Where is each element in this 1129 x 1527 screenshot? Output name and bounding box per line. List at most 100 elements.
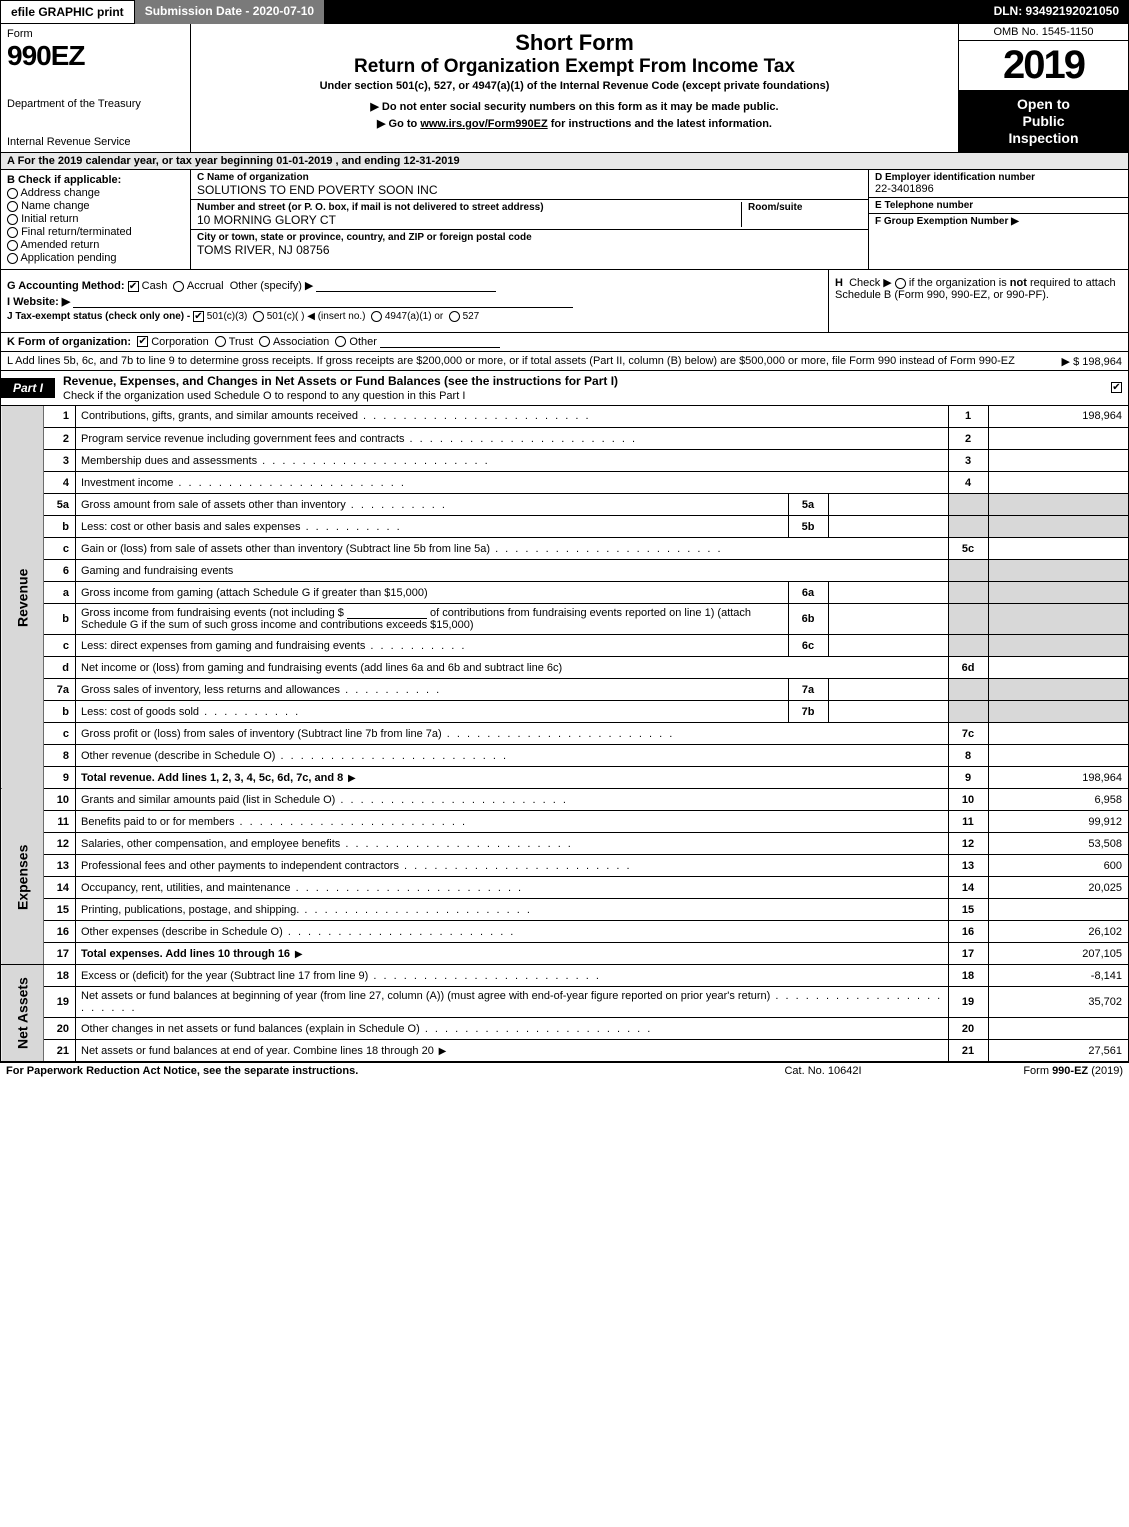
ln-6c-val-shade bbox=[988, 635, 1128, 657]
chk-corporation[interactable] bbox=[137, 336, 148, 347]
chk-application-pending[interactable]: Application pending bbox=[7, 252, 184, 264]
row-line-9: 9 Total revenue. Add lines 1, 2, 3, 4, 5… bbox=[1, 767, 1128, 789]
ln-5c-desc: Gain or (loss) from sale of assets other… bbox=[76, 538, 949, 560]
k-other-input[interactable] bbox=[380, 336, 500, 348]
chk-name-change[interactable]: Name change bbox=[7, 200, 184, 212]
chk-schedule-o-part1[interactable] bbox=[1111, 382, 1122, 393]
ln-17-desc: Total expenses. Add lines 10 through 16 bbox=[76, 943, 949, 965]
ln-8-desc: Other revenue (describe in Schedule O) bbox=[76, 745, 949, 767]
j-4947: 4947(a)(1) or bbox=[385, 312, 443, 323]
row-line-7b: b Less: cost of goods sold 7b bbox=[1, 701, 1128, 723]
chk-final-return[interactable]: Final return/terminated bbox=[7, 226, 184, 238]
part-1-check-wrap bbox=[1105, 382, 1128, 394]
ln-12-desc: Salaries, other compensation, and employ… bbox=[76, 833, 949, 855]
chk-trust[interactable] bbox=[215, 336, 226, 347]
ln-7a-val-shade bbox=[988, 679, 1128, 701]
section-c: C Name of organization SOLUTIONS TO END … bbox=[191, 170, 868, 269]
part-1-check-line: Check if the organization used Schedule … bbox=[63, 390, 465, 402]
g-label: G Accounting Method: bbox=[7, 280, 125, 292]
chk-schedule-b[interactable] bbox=[895, 278, 906, 289]
ln-7c-desc: Gross profit or (loss) from sales of inv… bbox=[76, 723, 949, 745]
chk-4947[interactable] bbox=[371, 311, 382, 322]
ln-3-desc: Membership dues and assessments bbox=[76, 450, 949, 472]
website-input[interactable] bbox=[73, 296, 573, 308]
street-label: Number and street (or P. O. box, if mail… bbox=[197, 202, 735, 213]
row-line-3: 3 Membership dues and assessments 3 bbox=[1, 450, 1128, 472]
chk-other-org[interactable] bbox=[335, 336, 346, 347]
ln-6a-subval bbox=[828, 582, 948, 604]
ln-19-val: 35,702 bbox=[988, 987, 1128, 1018]
ln-7b-no: b bbox=[44, 701, 76, 723]
chk-initial-return[interactable]: Initial return bbox=[7, 213, 184, 225]
form-word: Form bbox=[7, 28, 184, 40]
chk-amended-return[interactable]: Amended return bbox=[7, 239, 184, 251]
phone-label: E Telephone number bbox=[875, 200, 1122, 211]
chk-501c3[interactable] bbox=[193, 311, 204, 322]
chk-accrual[interactable] bbox=[173, 281, 184, 292]
ln-6c-desc: Less: direct expenses from gaming and fu… bbox=[76, 635, 789, 657]
row-line-16: 16 Other expenses (describe in Schedule … bbox=[1, 921, 1128, 943]
ln-1-no: 1 bbox=[44, 406, 76, 428]
efile-tab[interactable]: efile GRAPHIC print bbox=[0, 0, 135, 24]
chk-527[interactable] bbox=[449, 311, 460, 322]
submission-date-tab: Submission Date - 2020-07-10 bbox=[135, 0, 324, 24]
ln-15-no: 15 bbox=[44, 899, 76, 921]
ln-6a-num-shade bbox=[948, 582, 988, 604]
ln-7a-desc: Gross sales of inventory, less returns a… bbox=[76, 679, 789, 701]
ln-15-val bbox=[988, 899, 1128, 921]
row-line-10: Expenses 10 Grants and similar amounts p… bbox=[1, 789, 1128, 811]
row-line-6a: a Gross income from gaming (attach Sched… bbox=[1, 582, 1128, 604]
section-b: B Check if applicable: Address change Na… bbox=[1, 170, 191, 269]
ln-5b-val-shade bbox=[988, 516, 1128, 538]
header-right: OMB No. 1545-1150 2019 Open to Public In… bbox=[958, 24, 1128, 152]
ln-5a-val-shade bbox=[988, 494, 1128, 516]
ln-16-no: 16 bbox=[44, 921, 76, 943]
tax-year: 2019 bbox=[959, 41, 1128, 90]
city-value: TOMS RIVER, NJ 08756 bbox=[197, 243, 862, 257]
ln-2-num: 2 bbox=[948, 428, 988, 450]
chk-501c[interactable] bbox=[253, 311, 264, 322]
g-other-input[interactable] bbox=[316, 280, 496, 292]
ln-17-val: 207,105 bbox=[988, 943, 1128, 965]
header-left: Form 990EZ Department of the Treasury In… bbox=[1, 24, 191, 152]
ln-14-no: 14 bbox=[44, 877, 76, 899]
ln-6d-no: d bbox=[44, 657, 76, 679]
goto-post: for instructions and the latest informat… bbox=[551, 118, 772, 130]
g-accrual: Accrual bbox=[187, 280, 224, 292]
row-line-21: 21 Net assets or fund balances at end of… bbox=[1, 1040, 1128, 1062]
chk-address-change[interactable]: Address change bbox=[7, 187, 184, 199]
chk-association[interactable] bbox=[259, 336, 270, 347]
row-line-8: 8 Other revenue (describe in Schedule O)… bbox=[1, 745, 1128, 767]
ln-11-no: 11 bbox=[44, 811, 76, 833]
row-line-17: 17 Total expenses. Add lines 10 through … bbox=[1, 943, 1128, 965]
row-org-name: C Name of organization SOLUTIONS TO END … bbox=[191, 170, 868, 200]
ln-6b-sub: 6b bbox=[788, 604, 828, 635]
row-line-18: Net Assets 18 Excess or (deficit) for th… bbox=[1, 965, 1128, 987]
ln-12-num: 12 bbox=[948, 833, 988, 855]
l-text: L Add lines 5b, 6c, and 7b to line 9 to … bbox=[7, 355, 1015, 367]
ln-13-val: 600 bbox=[988, 855, 1128, 877]
ln-6b-amount-input[interactable] bbox=[347, 607, 427, 619]
chk-name-change-label: Name change bbox=[21, 200, 90, 212]
form-number: 990EZ bbox=[7, 40, 184, 72]
short-form-title: Short Form bbox=[201, 30, 948, 56]
ln-6b-subval bbox=[828, 604, 948, 635]
ln-6-no: 6 bbox=[44, 560, 76, 582]
ln-6a-sub: 6a bbox=[788, 582, 828, 604]
section-h: H Check ▶ if the organization is not req… bbox=[828, 270, 1128, 331]
j-label: J Tax-exempt status (check only one) - bbox=[7, 312, 190, 323]
form-subtitle: Under section 501(c), 527, or 4947(a)(1)… bbox=[201, 80, 948, 92]
row-line-13: 13 Professional fees and other payments … bbox=[1, 855, 1128, 877]
department-line-2: Internal Revenue Service bbox=[7, 136, 184, 148]
irs-link[interactable]: www.irs.gov/Form990EZ bbox=[420, 118, 547, 130]
chk-cash[interactable] bbox=[128, 281, 139, 292]
line-g: G Accounting Method: Cash Accrual Other … bbox=[7, 279, 822, 292]
top-bar: efile GRAPHIC print Submission Date - 20… bbox=[0, 0, 1129, 24]
ln-4-no: 4 bbox=[44, 472, 76, 494]
part-1-header: Part I Revenue, Expenses, and Changes in… bbox=[0, 371, 1129, 406]
section-l: L Add lines 5b, 6c, and 7b to line 9 to … bbox=[0, 352, 1129, 371]
form-title: Return of Organization Exempt From Incom… bbox=[201, 56, 948, 78]
open-to-public-inspection: Open to Public Inspection bbox=[959, 90, 1128, 152]
ln-20-val bbox=[988, 1018, 1128, 1040]
ln-5a-num-shade bbox=[948, 494, 988, 516]
